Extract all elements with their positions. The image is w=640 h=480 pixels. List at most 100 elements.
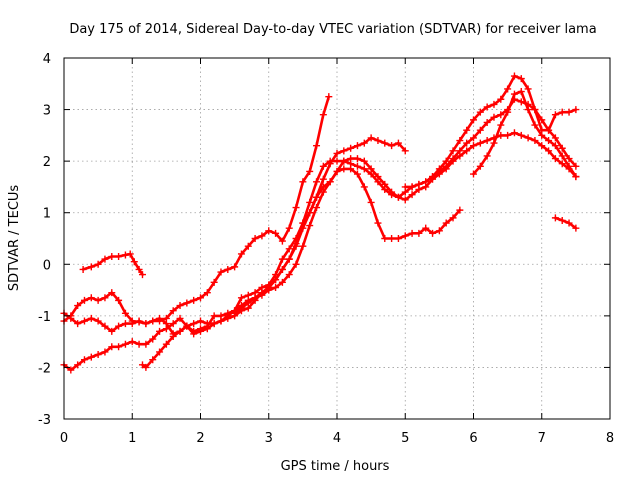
- series-markers-1: [60, 93, 333, 328]
- series-markers-2: [60, 165, 464, 338]
- data-point: [353, 142, 361, 150]
- data-point: [115, 322, 123, 330]
- data-point: [374, 173, 382, 181]
- data-point: [306, 209, 314, 217]
- data-point: [353, 162, 361, 170]
- data-point: [217, 317, 225, 325]
- data-point: [135, 265, 143, 273]
- y-tick-label: 2: [43, 155, 51, 170]
- y-tick-label: 1: [43, 207, 51, 222]
- x-tick-label: 7: [538, 431, 546, 446]
- data-point: [470, 116, 477, 124]
- data-point: [74, 302, 82, 310]
- data-point: [237, 304, 245, 312]
- data-point: [510, 90, 518, 98]
- data-point: [504, 131, 512, 139]
- data-point: [558, 216, 566, 224]
- series-line-1: [62, 95, 331, 325]
- data-point: [183, 322, 191, 330]
- data-point: [128, 320, 136, 328]
- data-point: [545, 147, 553, 155]
- data-point: [74, 320, 82, 328]
- data-point: [162, 325, 170, 333]
- data-point: [313, 193, 321, 201]
- x-tick-label: 6: [469, 431, 477, 446]
- data-point: [94, 296, 102, 304]
- data-point: [551, 214, 559, 222]
- data-series: [60, 72, 580, 374]
- data-point: [551, 142, 559, 150]
- x-tick-label: 2: [196, 431, 204, 446]
- data-point: [156, 314, 164, 322]
- x-tick-label: 3: [265, 431, 273, 446]
- data-point: [374, 137, 382, 145]
- data-point: [115, 253, 123, 261]
- data-point: [388, 142, 396, 150]
- data-point: [278, 278, 286, 286]
- data-point: [67, 366, 75, 374]
- data-point: [504, 85, 512, 93]
- data-point: [490, 100, 498, 108]
- series-line-3: [62, 131, 578, 372]
- data-point: [149, 335, 157, 343]
- data-point: [224, 265, 232, 273]
- data-point: [347, 155, 355, 163]
- data-point: [299, 224, 307, 232]
- y-tick-label: 0: [43, 258, 51, 273]
- data-point: [483, 118, 491, 126]
- data-point: [545, 137, 553, 145]
- data-point: [442, 157, 450, 165]
- data-point: [381, 180, 389, 188]
- chart-title: Day 175 of 2014, Sidereal Day-to-day VTE…: [69, 22, 596, 37]
- data-point: [203, 289, 211, 297]
- data-point: [340, 147, 348, 155]
- data-point: [510, 129, 518, 137]
- data-point: [340, 157, 348, 165]
- data-point: [285, 255, 293, 263]
- data-point: [497, 95, 505, 103]
- data-point: [497, 121, 505, 129]
- data-point: [135, 317, 143, 325]
- data-point: [258, 232, 266, 240]
- data-point: [333, 157, 341, 165]
- data-point: [367, 198, 375, 206]
- data-point: [210, 312, 218, 320]
- data-point: [190, 320, 198, 328]
- data-point: [551, 111, 559, 119]
- data-point: [80, 356, 88, 364]
- data-point: [388, 188, 396, 196]
- data-point: [497, 111, 505, 119]
- data-point: [381, 235, 389, 242]
- data-point: [121, 309, 129, 317]
- data-point: [190, 330, 198, 338]
- data-point: [169, 307, 177, 315]
- data-point: [483, 152, 491, 160]
- data-point: [558, 108, 566, 116]
- data-point: [128, 338, 136, 346]
- data-point: [524, 85, 532, 93]
- data-point: [388, 235, 396, 242]
- axes: 0 1 2 3 4 5 6 7 8 -3 -2 -1 0 1 2 3 4: [38, 52, 614, 446]
- data-point: [401, 183, 409, 191]
- y-tick-label: 3: [43, 104, 51, 119]
- data-point: [415, 180, 423, 188]
- data-point: [306, 222, 314, 230]
- data-point: [463, 126, 471, 134]
- data-point: [476, 126, 484, 134]
- data-point: [203, 320, 211, 328]
- data-point: [517, 75, 525, 83]
- data-point: [456, 147, 464, 155]
- data-point: [429, 229, 437, 237]
- data-point: [244, 242, 252, 250]
- data-point: [394, 193, 402, 201]
- data-point: [231, 263, 239, 271]
- data-point: [422, 178, 430, 186]
- data-point: [285, 224, 293, 232]
- data-point: [292, 242, 300, 250]
- data-point: [531, 137, 539, 145]
- data-point: [142, 320, 150, 328]
- data-point: [237, 294, 245, 302]
- data-point: [87, 294, 95, 302]
- data-point: [408, 229, 416, 237]
- data-point: [367, 134, 375, 142]
